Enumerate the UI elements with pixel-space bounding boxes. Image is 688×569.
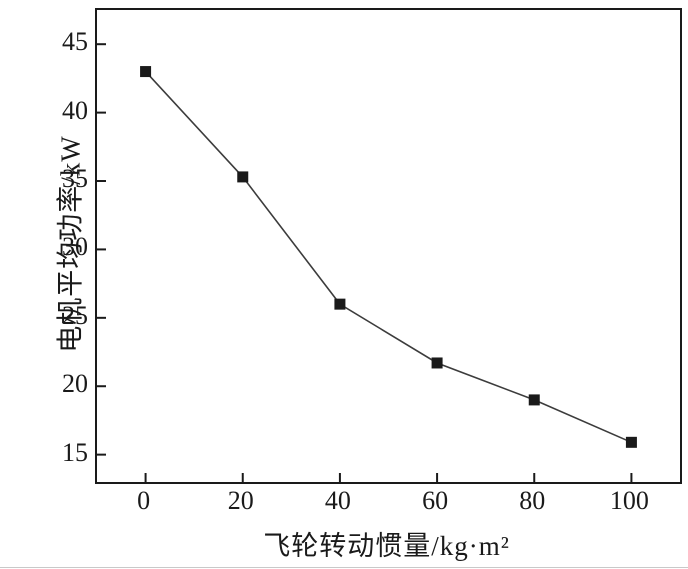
y-axis-title: 电机平均功率/kW [55, 135, 86, 353]
line-series-plot [97, 43, 637, 482]
data-point-marker [140, 66, 152, 78]
plot-area [95, 8, 682, 484]
y-tick-label: 45 [62, 27, 88, 57]
x-tick-label: 40 [324, 486, 351, 515]
page-bottom-rule [0, 567, 688, 568]
x-tick-label: 60 [422, 486, 449, 515]
data-point-marker [431, 357, 443, 369]
x-axis-title: 飞轮转动惯量/kg·m² [263, 531, 510, 561]
data-point-marker [625, 436, 637, 448]
x-tick-label: 0 [137, 486, 151, 515]
x-tick-label: 100 [609, 486, 649, 515]
data-point-marker [334, 298, 346, 310]
x-tick-label: 80 [519, 486, 546, 515]
x-tick-label: 20 [227, 486, 254, 515]
y-tick-label: 15 [62, 437, 88, 467]
data-point-marker [237, 171, 249, 183]
data-point-marker [528, 394, 540, 406]
